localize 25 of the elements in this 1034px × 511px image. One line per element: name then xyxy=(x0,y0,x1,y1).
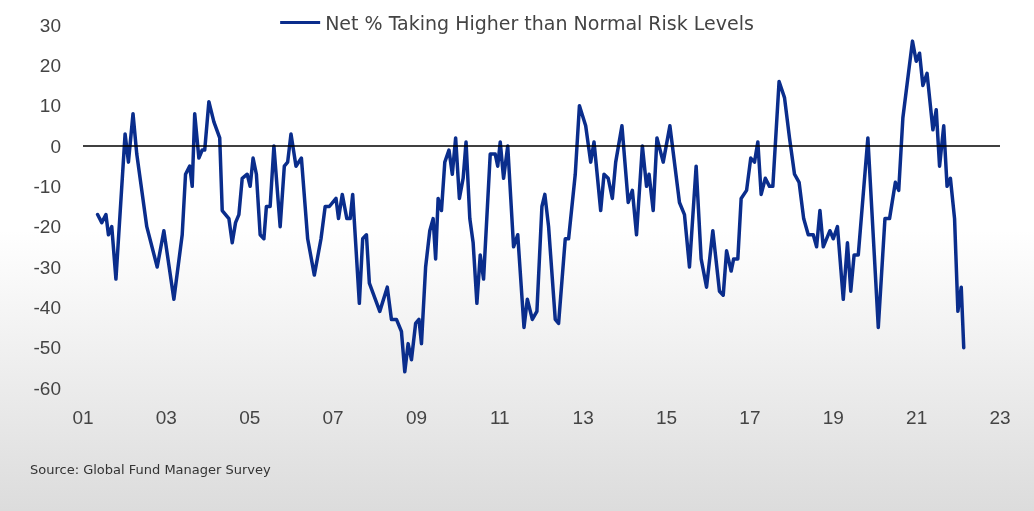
source-note: Source: Global Fund Manager Survey xyxy=(30,462,271,477)
legend-label: Net % Taking Higher than Normal Risk Levels xyxy=(325,11,754,34)
x-tick-label: 03 xyxy=(155,407,177,428)
y-tick-label: -10 xyxy=(33,175,61,197)
x-tick-label: 15 xyxy=(655,407,678,428)
x-tick-label: 13 xyxy=(572,407,594,428)
y-tick-label: 20 xyxy=(39,54,61,76)
x-tick-label: 07 xyxy=(322,407,344,428)
y-tick-label: -60 xyxy=(33,377,61,399)
y-tick-label: -20 xyxy=(33,216,61,238)
x-tick-label: 05 xyxy=(239,407,261,428)
y-tick-label: -40 xyxy=(33,296,61,318)
x-tick-label: 11 xyxy=(489,407,510,428)
x-tick-label: 01 xyxy=(72,407,94,428)
y-tick-label: 30 xyxy=(39,14,61,36)
y-tick-label: 0 xyxy=(50,135,61,157)
y-tick-label: -50 xyxy=(33,337,61,359)
x-tick-label: 17 xyxy=(739,407,761,428)
x-tick-label: 23 xyxy=(989,407,1011,428)
y-tick-label: -30 xyxy=(33,256,61,278)
x-tick-label: 09 xyxy=(405,407,428,428)
y-tick-label: 10 xyxy=(39,95,61,117)
x-tick-label: 21 xyxy=(906,407,928,428)
x-tick-label: 19 xyxy=(822,407,844,428)
line-series xyxy=(95,39,966,374)
